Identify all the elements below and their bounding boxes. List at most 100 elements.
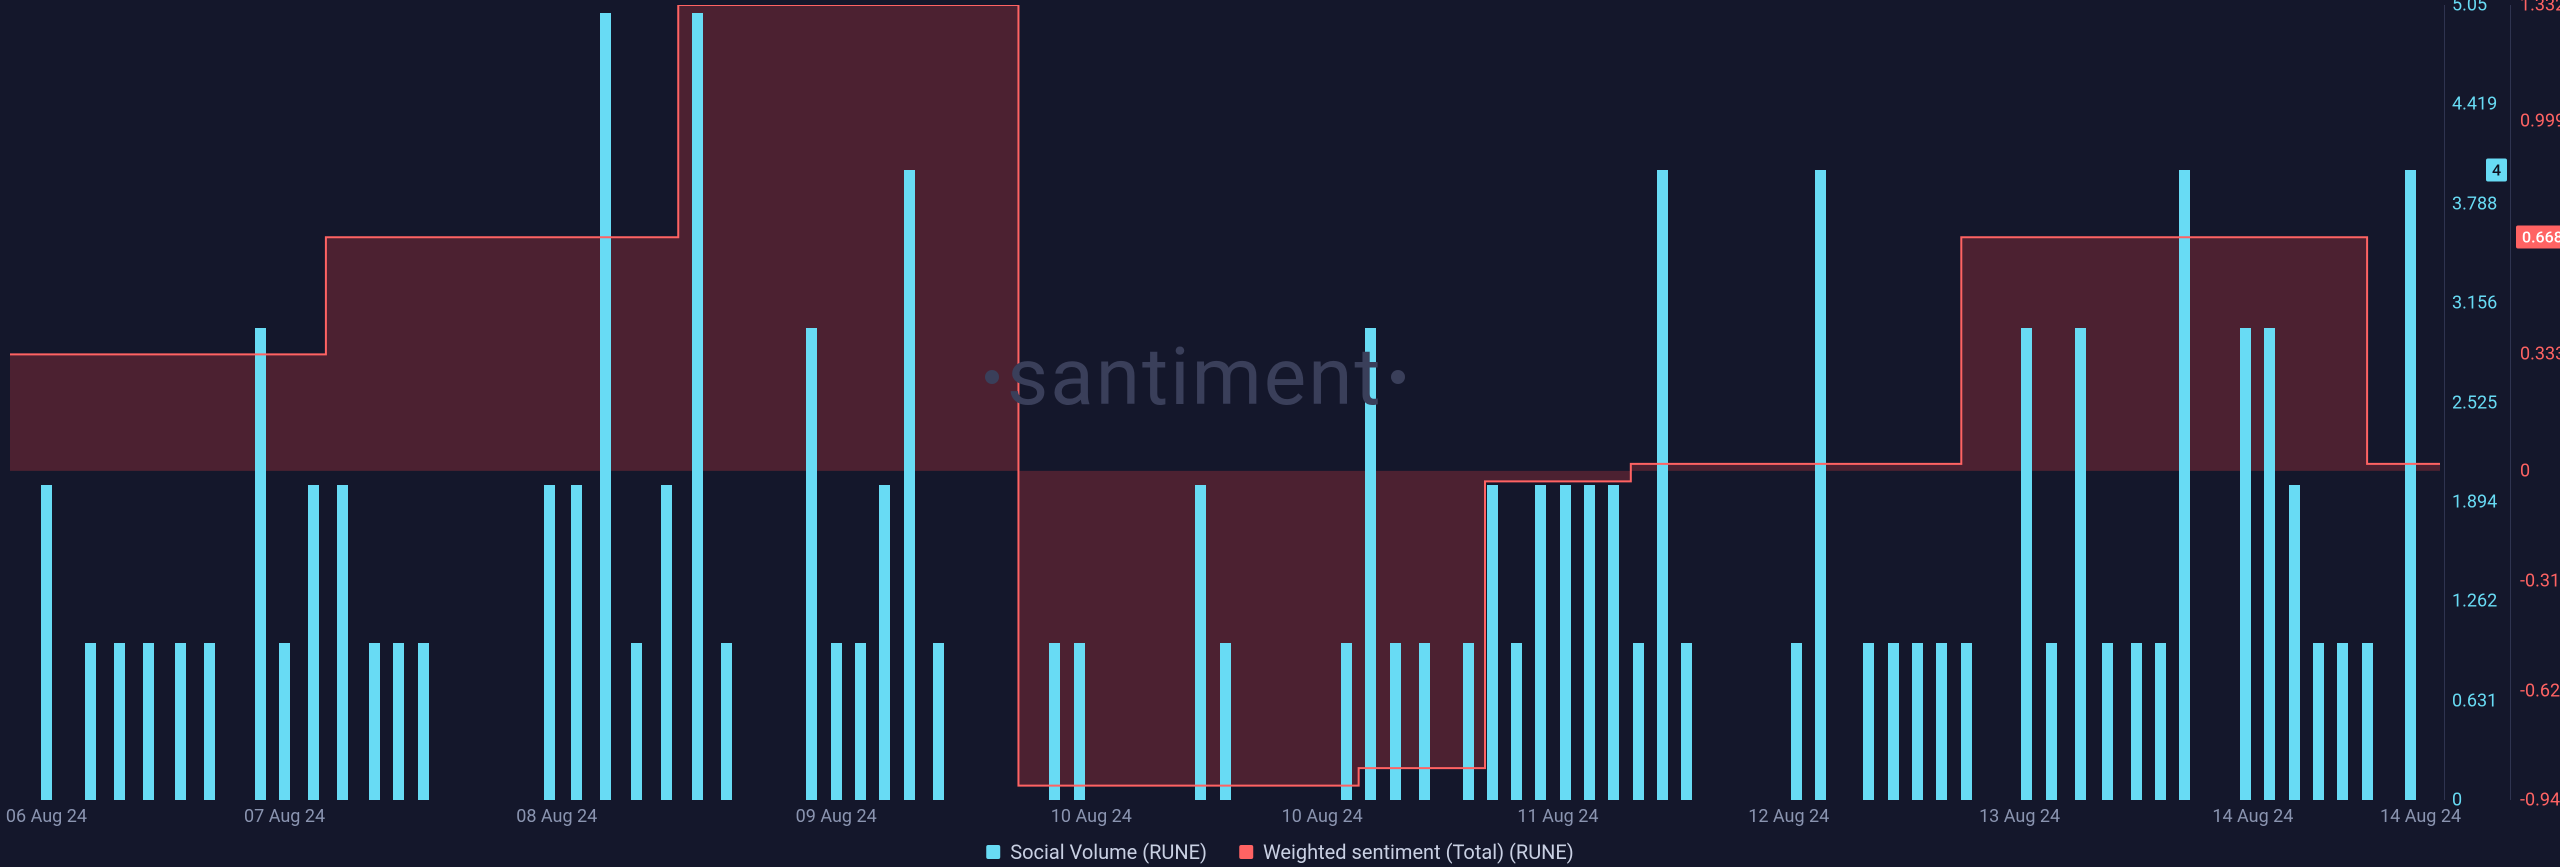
- volume-bar[interactable]: [1633, 643, 1644, 800]
- legend-label: Social Volume (RUNE): [1010, 840, 1207, 864]
- x-axis-label: 09 Aug 24: [796, 806, 877, 827]
- volume-bar[interactable]: [2240, 328, 2251, 800]
- plot-area[interactable]: [10, 5, 2440, 800]
- volume-bar[interactable]: [879, 485, 890, 800]
- y-right-tick-label: -0.628: [2520, 680, 2560, 701]
- volume-bar[interactable]: [544, 485, 555, 800]
- volume-bar[interactable]: [1961, 643, 1972, 800]
- volume-bar[interactable]: [831, 643, 842, 800]
- volume-bar[interactable]: [2046, 643, 2057, 800]
- y-axis-right-line: [2510, 5, 2511, 800]
- volume-bar[interactable]: [1511, 643, 1522, 800]
- volume-bar[interactable]: [1535, 485, 1546, 800]
- current-value-badge-line: 0.668: [2516, 226, 2560, 249]
- badge-bar-value: 4: [2492, 161, 2501, 180]
- volume-bar[interactable]: [1341, 643, 1352, 800]
- volume-bar[interactable]: [1049, 643, 1060, 800]
- volume-bar[interactable]: [85, 643, 96, 800]
- legend-item[interactable]: Weighted sentiment (Total) (RUNE): [1239, 840, 1574, 864]
- volume-bar[interactable]: [2264, 328, 2275, 800]
- volume-bar[interactable]: [2337, 643, 2348, 800]
- y-axis-left-line: [2444, 5, 2445, 800]
- volume-bar[interactable]: [2075, 328, 2086, 800]
- volume-bar[interactable]: [933, 643, 944, 800]
- volume-bar[interactable]: [1390, 643, 1401, 800]
- volume-bar[interactable]: [2362, 643, 2373, 800]
- legend: Social Volume (RUNE) Weighted sentiment (…: [986, 840, 1574, 864]
- y-right-tick-label: 1.332: [2520, 0, 2560, 16]
- volume-bar[interactable]: [114, 643, 125, 800]
- volume-bar[interactable]: [1888, 643, 1899, 800]
- volume-bar[interactable]: [308, 485, 319, 800]
- x-axis-label: 11 Aug 24: [1517, 806, 1598, 827]
- volume-bar[interactable]: [337, 485, 348, 800]
- volume-bar[interactable]: [661, 485, 672, 800]
- volume-bar[interactable]: [1220, 643, 1231, 800]
- badge-line-value: 0.668: [2522, 228, 2560, 247]
- legend-swatch-icon: [986, 845, 1000, 859]
- x-axis-label: 14 Aug 24: [2212, 806, 2293, 827]
- volume-bar[interactable]: [2289, 485, 2300, 800]
- volume-bar[interactable]: [255, 328, 266, 800]
- volume-bar[interactable]: [600, 13, 611, 800]
- volume-bar[interactable]: [855, 643, 866, 800]
- volume-bar[interactable]: [2405, 170, 2416, 800]
- y-left-tick-label: 1.894: [2452, 491, 2497, 512]
- x-axis-label: 08 Aug 24: [516, 806, 597, 827]
- volume-bar[interactable]: [631, 643, 642, 800]
- volume-bar[interactable]: [1195, 485, 1206, 800]
- volume-bar[interactable]: [41, 485, 52, 800]
- y-right-tick-label: 0.333: [2520, 344, 2560, 365]
- volume-bar[interactable]: [904, 170, 915, 800]
- volume-bar[interactable]: [393, 643, 404, 800]
- x-axis-label: 14 Aug 24: [2380, 806, 2461, 827]
- y-right-tick-label: -0.314: [2520, 570, 2560, 591]
- volume-bar[interactable]: [418, 643, 429, 800]
- y-left-tick-label: 4.419: [2452, 94, 2497, 115]
- volume-bar[interactable]: [369, 643, 380, 800]
- y-right-tick-label: 0: [2520, 460, 2530, 481]
- volume-bar[interactable]: [571, 485, 582, 800]
- volume-bar[interactable]: [2102, 643, 2113, 800]
- x-axis-label: 12 Aug 24: [1748, 806, 1829, 827]
- chart-container: santiment 06 Aug 2407 Aug 2408 Aug 2409 …: [0, 0, 2560, 867]
- volume-bar[interactable]: [806, 328, 817, 800]
- volume-bar[interactable]: [279, 643, 290, 800]
- volume-bar[interactable]: [175, 643, 186, 800]
- volume-bar[interactable]: [143, 643, 154, 800]
- volume-bar[interactable]: [1365, 328, 1376, 800]
- volume-bar[interactable]: [692, 13, 703, 800]
- volume-bar[interactable]: [1584, 485, 1595, 800]
- volume-bar[interactable]: [2131, 643, 2142, 800]
- volume-bar[interactable]: [2179, 170, 2190, 800]
- legend-label: Weighted sentiment (Total) (RUNE): [1263, 840, 1574, 864]
- volume-bar[interactable]: [1936, 643, 1947, 800]
- y-left-tick-label: 3.156: [2452, 293, 2497, 314]
- x-axis-label: 10 Aug 24: [1051, 806, 1132, 827]
- volume-bar[interactable]: [2155, 643, 2166, 800]
- volume-bar[interactable]: [1463, 643, 1474, 800]
- volume-bar[interactable]: [204, 643, 215, 800]
- volume-bar[interactable]: [1560, 485, 1571, 800]
- volume-bar[interactable]: [1681, 643, 1692, 800]
- y-left-tick-label: 0.631: [2452, 690, 2497, 711]
- volume-bar[interactable]: [2021, 328, 2032, 800]
- volume-bar[interactable]: [1419, 643, 1430, 800]
- legend-swatch-icon: [1239, 845, 1253, 859]
- x-axis-label: 06 Aug 24: [6, 806, 87, 827]
- y-right-tick-label: 0.999: [2520, 111, 2560, 132]
- volume-bar[interactable]: [1815, 170, 1826, 800]
- volume-bar[interactable]: [721, 643, 732, 800]
- y-right-tick-label: -0.941: [2520, 790, 2560, 811]
- volume-bar[interactable]: [1608, 485, 1619, 800]
- legend-item[interactable]: Social Volume (RUNE): [986, 840, 1207, 864]
- volume-bar[interactable]: [1863, 643, 1874, 800]
- x-axis-label: 10 Aug 24: [1282, 806, 1363, 827]
- volume-bar[interactable]: [1657, 170, 1668, 800]
- volume-bar[interactable]: [1912, 643, 1923, 800]
- volume-bar[interactable]: [2313, 643, 2324, 800]
- y-left-tick-label: 5.05: [2452, 0, 2487, 16]
- volume-bar[interactable]: [1791, 643, 1802, 800]
- volume-bar[interactable]: [1074, 643, 1085, 800]
- volume-bar[interactable]: [1487, 485, 1498, 800]
